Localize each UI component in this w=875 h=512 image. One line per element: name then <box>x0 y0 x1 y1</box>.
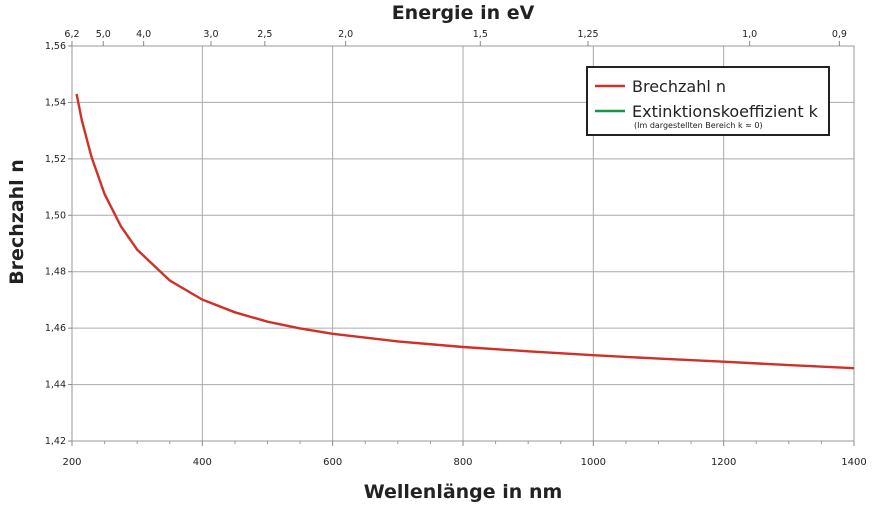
top-tick-label: 0,9 <box>832 29 847 40</box>
y-tick-label: 1,46 <box>45 323 66 334</box>
y-tick-label: 1,42 <box>45 436 66 447</box>
legend-label-extinktion: Extinktionskoeffizient k <box>632 102 819 121</box>
top-tick-label: 4,0 <box>136 29 151 40</box>
legend-note: (Im dargestellten Bereich k ≈ 0) <box>634 121 763 130</box>
x-tick-label: 400 <box>193 457 212 468</box>
y-tick-label: 1,54 <box>45 97 66 108</box>
top-tick-label: 6,2 <box>64 29 79 40</box>
legend-label-brechzahl: Brechzahl n <box>632 77 726 96</box>
top-axis-title: Energie in eV <box>392 2 535 24</box>
x-tick-label: 1400 <box>841 457 866 468</box>
series-line-brechzahl-n <box>75 93 855 370</box>
x-tick-label: 200 <box>62 457 81 468</box>
x-tick-label: 800 <box>453 457 472 468</box>
x-tick-label: 1000 <box>581 457 606 468</box>
y-tick-label: 1,50 <box>45 210 66 221</box>
x-axis-title: Wellenlänge in nm <box>364 481 563 503</box>
top-tick-label: 2,5 <box>257 29 272 40</box>
top-tick-label: 1,5 <box>473 29 488 40</box>
ticks: 200 400 600 800 1000 1200 1400 1,42 1,44 1,46 1,48… <box>45 29 867 468</box>
y-tick-label: 1,44 <box>45 380 66 391</box>
y-axis-title: Brechzahl n <box>6 159 28 285</box>
top-tick-label: 1,0 <box>742 29 757 40</box>
top-tick-label: 2,0 <box>338 29 353 40</box>
top-tick-label: 5,0 <box>96 29 111 40</box>
x-tick-label: 1200 <box>711 457 736 468</box>
x-tick-label: 600 <box>323 457 342 468</box>
y-tick-label: 1,48 <box>45 267 66 278</box>
top-tick-label: 1,25 <box>577 29 598 40</box>
top-tick-label: 3,0 <box>203 29 218 40</box>
y-tick-label: 1,52 <box>45 154 66 165</box>
legend: Brechzahl n Extinktionskoeffizient k (Im… <box>586 66 830 136</box>
y-tick-label: 1,56 <box>45 41 66 52</box>
